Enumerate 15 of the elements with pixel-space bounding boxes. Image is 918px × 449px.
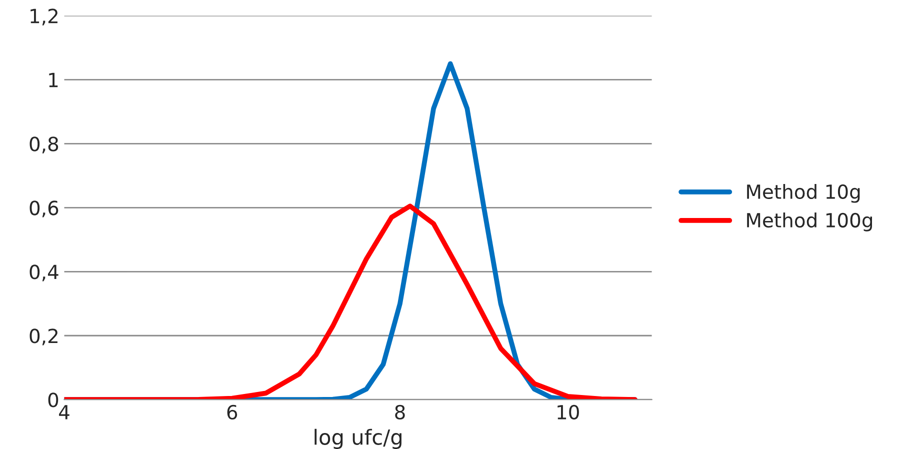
y-tick-label: 0 (48, 392, 58, 408)
y-tick-label: 0,2 (30, 328, 58, 346)
y-tick-label: 0,6 (30, 200, 58, 218)
y-tick-label: 1,2 (30, 8, 58, 26)
x-tick-label: 10 (558, 404, 579, 420)
legend-label: Method 100g (747, 212, 872, 232)
y-tick-label: 0,4 (30, 264, 58, 282)
line-series (64, 204, 638, 400)
x-tick-label: 6 (227, 404, 238, 420)
legend-label: Method 10g (747, 184, 860, 203)
x-tick-label: 4 (59, 405, 70, 420)
y-tick-label: 0,8 (30, 136, 58, 154)
x-axis-title: log ufc/g (314, 428, 402, 449)
x-tick-label: 8 (395, 404, 405, 420)
y-tick-label: 1 (49, 72, 58, 88)
